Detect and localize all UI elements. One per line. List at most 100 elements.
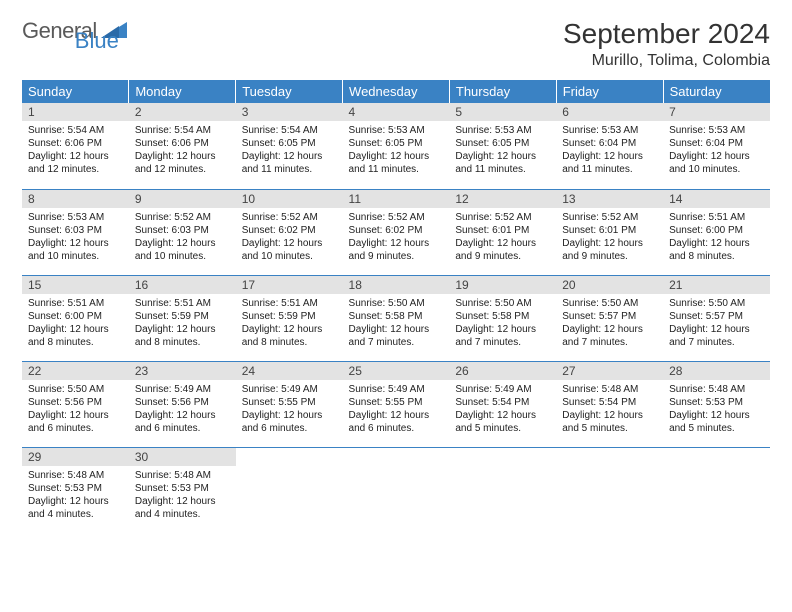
day-details: Sunrise: 5:52 AMSunset: 6:01 PMDaylight:… — [449, 208, 556, 267]
day-details: Sunrise: 5:54 AMSunset: 6:06 PMDaylight:… — [129, 121, 236, 180]
day-cell: 13Sunrise: 5:52 AMSunset: 6:01 PMDayligh… — [556, 189, 663, 275]
day-number: 11 — [343, 190, 450, 208]
daylight-line: Daylight: 12 hours and 10 minutes. — [28, 237, 123, 263]
calendar-row: 22Sunrise: 5:50 AMSunset: 5:56 PMDayligh… — [22, 361, 770, 447]
day-details: Sunrise: 5:51 AMSunset: 5:59 PMDaylight:… — [236, 294, 343, 353]
day-number: 21 — [663, 276, 770, 294]
day-details: Sunrise: 5:52 AMSunset: 6:03 PMDaylight:… — [129, 208, 236, 267]
sunrise-line: Sunrise: 5:53 AM — [562, 124, 657, 137]
sunset-line: Sunset: 5:55 PM — [242, 396, 337, 409]
day-cell: 17Sunrise: 5:51 AMSunset: 5:59 PMDayligh… — [236, 275, 343, 361]
day-cell: 4Sunrise: 5:53 AMSunset: 6:05 PMDaylight… — [343, 103, 450, 189]
calendar-row: 29Sunrise: 5:48 AMSunset: 5:53 PMDayligh… — [22, 447, 770, 533]
sunrise-line: Sunrise: 5:50 AM — [669, 297, 764, 310]
day-details: Sunrise: 5:49 AMSunset: 5:55 PMDaylight:… — [343, 380, 450, 439]
calendar-page: General Blue September 2024 Murillo, Tol… — [0, 0, 792, 551]
sunset-line: Sunset: 6:05 PM — [242, 137, 337, 150]
daylight-line: Daylight: 12 hours and 5 minutes. — [562, 409, 657, 435]
day-cell: 2Sunrise: 5:54 AMSunset: 6:06 PMDaylight… — [129, 103, 236, 189]
calendar-title: September 2024 — [563, 18, 770, 50]
sunset-line: Sunset: 6:05 PM — [349, 137, 444, 150]
empty-cell — [556, 447, 663, 533]
weekday-header: Monday — [129, 80, 236, 103]
day-details: Sunrise: 5:51 AMSunset: 6:00 PMDaylight:… — [663, 208, 770, 267]
logo-text-blue: Blue — [75, 28, 119, 54]
daylight-line: Daylight: 12 hours and 8 minutes. — [135, 323, 230, 349]
sunset-line: Sunset: 6:02 PM — [242, 224, 337, 237]
sunset-line: Sunset: 6:00 PM — [669, 224, 764, 237]
day-details: Sunrise: 5:54 AMSunset: 6:06 PMDaylight:… — [22, 121, 129, 180]
daylight-line: Daylight: 12 hours and 5 minutes. — [669, 409, 764, 435]
day-cell: 22Sunrise: 5:50 AMSunset: 5:56 PMDayligh… — [22, 361, 129, 447]
day-cell: 20Sunrise: 5:50 AMSunset: 5:57 PMDayligh… — [556, 275, 663, 361]
sunset-line: Sunset: 6:01 PM — [455, 224, 550, 237]
day-cell: 29Sunrise: 5:48 AMSunset: 5:53 PMDayligh… — [22, 447, 129, 533]
daylight-line: Daylight: 12 hours and 12 minutes. — [135, 150, 230, 176]
weekday-header-row: SundayMondayTuesdayWednesdayThursdayFrid… — [22, 80, 770, 103]
sunrise-line: Sunrise: 5:52 AM — [455, 211, 550, 224]
day-cell: 3Sunrise: 5:54 AMSunset: 6:05 PMDaylight… — [236, 103, 343, 189]
sunset-line: Sunset: 5:57 PM — [669, 310, 764, 323]
logo: General Blue — [22, 18, 119, 44]
daylight-line: Daylight: 12 hours and 8 minutes. — [669, 237, 764, 263]
day-cell: 11Sunrise: 5:52 AMSunset: 6:02 PMDayligh… — [343, 189, 450, 275]
day-cell: 24Sunrise: 5:49 AMSunset: 5:55 PMDayligh… — [236, 361, 343, 447]
day-cell: 15Sunrise: 5:51 AMSunset: 6:00 PMDayligh… — [22, 275, 129, 361]
day-number: 23 — [129, 362, 236, 380]
sunset-line: Sunset: 6:05 PM — [455, 137, 550, 150]
sunset-line: Sunset: 6:06 PM — [28, 137, 123, 150]
weekday-header: Wednesday — [343, 80, 450, 103]
sunrise-line: Sunrise: 5:49 AM — [135, 383, 230, 396]
day-cell: 19Sunrise: 5:50 AMSunset: 5:58 PMDayligh… — [449, 275, 556, 361]
day-details: Sunrise: 5:50 AMSunset: 5:58 PMDaylight:… — [449, 294, 556, 353]
daylight-line: Daylight: 12 hours and 6 minutes. — [242, 409, 337, 435]
day-details: Sunrise: 5:54 AMSunset: 6:05 PMDaylight:… — [236, 121, 343, 180]
day-cell: 1Sunrise: 5:54 AMSunset: 6:06 PMDaylight… — [22, 103, 129, 189]
day-details: Sunrise: 5:50 AMSunset: 5:57 PMDaylight:… — [556, 294, 663, 353]
daylight-line: Daylight: 12 hours and 10 minutes. — [135, 237, 230, 263]
day-number: 12 — [449, 190, 556, 208]
day-cell: 18Sunrise: 5:50 AMSunset: 5:58 PMDayligh… — [343, 275, 450, 361]
daylight-line: Daylight: 12 hours and 8 minutes. — [28, 323, 123, 349]
daylight-line: Daylight: 12 hours and 11 minutes. — [455, 150, 550, 176]
day-cell: 5 Sunrise: 5:53 AMSunset: 6:05 PMDaylight… — [449, 103, 556, 189]
sunrise-line: Sunrise: 5:52 AM — [349, 211, 444, 224]
day-number: 24 — [236, 362, 343, 380]
day-details: Sunrise: 5:48 AMSunset: 5:53 PMDaylight:… — [663, 380, 770, 439]
daylight-line: Daylight: 12 hours and 7 minutes. — [669, 323, 764, 349]
sunrise-line: Sunrise: 5:50 AM — [28, 383, 123, 396]
weekday-header: Thursday — [449, 80, 556, 103]
daylight-line: Daylight: 12 hours and 11 minutes. — [242, 150, 337, 176]
daylight-line: Daylight: 12 hours and 9 minutes. — [349, 237, 444, 263]
daylight-line: Daylight: 12 hours and 4 minutes. — [28, 495, 123, 521]
sunrise-line: Sunrise: 5:51 AM — [135, 297, 230, 310]
daylight-line: Daylight: 12 hours and 10 minutes. — [669, 150, 764, 176]
sunrise-line: Sunrise: 5:50 AM — [455, 297, 550, 310]
calendar-row: 15Sunrise: 5:51 AMSunset: 6:00 PMDayligh… — [22, 275, 770, 361]
day-number: 30 — [129, 448, 236, 466]
day-details: Sunrise: 5:48 AMSunset: 5:54 PMDaylight:… — [556, 380, 663, 439]
day-details: Sunrise: 5:50 AMSunset: 5:57 PMDaylight:… — [663, 294, 770, 353]
day-number: 14 — [663, 190, 770, 208]
day-cell: 9Sunrise: 5:52 AMSunset: 6:03 PMDaylight… — [129, 189, 236, 275]
day-number: 1 — [22, 103, 129, 121]
day-details: Sunrise: 5:50 AMSunset: 5:58 PMDaylight:… — [343, 294, 450, 353]
empty-cell — [343, 447, 450, 533]
daylight-line: Daylight: 12 hours and 12 minutes. — [28, 150, 123, 176]
day-number: 16 — [129, 276, 236, 294]
day-details: Sunrise: 5:53 AMSunset: 6:03 PMDaylight:… — [22, 208, 129, 267]
empty-cell — [236, 447, 343, 533]
empty-cell — [449, 447, 556, 533]
day-number: 28 — [663, 362, 770, 380]
day-details: Sunrise: 5:53 AMSunset: 6:04 PMDaylight:… — [663, 121, 770, 180]
day-number: 5 — [449, 103, 556, 121]
day-cell: 10Sunrise: 5:52 AMSunset: 6:02 PMDayligh… — [236, 189, 343, 275]
sunrise-line: Sunrise: 5:54 AM — [242, 124, 337, 137]
day-number: 2 — [129, 103, 236, 121]
sunrise-line: Sunrise: 5:53 AM — [455, 124, 550, 137]
daylight-line: Daylight: 12 hours and 11 minutes. — [349, 150, 444, 176]
calendar-grid: SundayMondayTuesdayWednesdayThursdayFrid… — [22, 80, 770, 533]
sunrise-line: Sunrise: 5:51 AM — [242, 297, 337, 310]
day-details: Sunrise: 5:51 AMSunset: 6:00 PMDaylight:… — [22, 294, 129, 353]
sunrise-line: Sunrise: 5:48 AM — [562, 383, 657, 396]
